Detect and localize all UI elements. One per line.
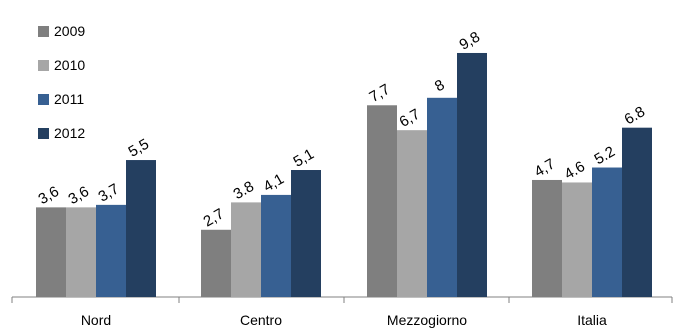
- data-label: 4.6: [561, 158, 588, 183]
- x-tick-label: Mezzogiorno: [387, 312, 467, 328]
- bar-italia-2009: [532, 179, 562, 297]
- bar-italia-2011: [592, 167, 622, 297]
- legend-label: 2010: [54, 57, 86, 73]
- data-label: 5.2: [591, 143, 618, 168]
- data-label: 4,1: [260, 170, 287, 195]
- bar-italia-2010: [562, 182, 592, 297]
- x-tick-label: Nord: [81, 312, 111, 328]
- data-label: 8: [432, 76, 448, 95]
- bar-mezzogiorno-2010: [397, 130, 427, 297]
- bar-nord-2009: [36, 207, 66, 297]
- x-tick-label: Italia: [577, 312, 607, 328]
- x-tick-label: Centro: [240, 312, 282, 328]
- legend-item-2012: 2012: [38, 116, 85, 150]
- bar-centro-2010: [231, 202, 261, 297]
- data-label: 6.8: [621, 103, 648, 128]
- bar-mezzogiorno-2012: [457, 52, 487, 298]
- legend-swatch: [38, 127, 49, 139]
- legend-swatch: [38, 59, 49, 71]
- legend-item-2011: 2011: [38, 82, 85, 116]
- bar-nord-2010: [66, 207, 96, 297]
- data-label: 3,7: [95, 180, 122, 205]
- bar-nord-2011: [96, 204, 126, 297]
- legend-swatch: [38, 25, 49, 37]
- data-label: 3,6: [65, 183, 92, 208]
- data-label: 4,7: [531, 155, 558, 180]
- data-label: 2,7: [200, 205, 227, 230]
- data-label: 9,8: [456, 29, 483, 54]
- legend-swatch: [38, 93, 49, 105]
- data-label: 3,6: [35, 183, 62, 208]
- bar-mezzogiorno-2011: [427, 97, 457, 297]
- legend-item-2010: 2010: [38, 48, 85, 82]
- bar-centro-2012: [291, 170, 321, 297]
- bar-nord-2012: [126, 160, 156, 297]
- data-label: 7,7: [366, 81, 393, 106]
- bar-mezzogiorno-2009: [367, 105, 397, 298]
- bar-centro-2009: [201, 229, 231, 297]
- legend-label: 2012: [54, 125, 86, 141]
- bar-centro-2011: [261, 194, 291, 297]
- bar-italia-2012: [622, 127, 652, 298]
- data-label: 6,7: [396, 106, 423, 131]
- data-label: 5,1: [290, 146, 317, 171]
- legend: 2009 2010 2011 2012: [38, 14, 85, 150]
- data-label: 5,5: [125, 136, 152, 161]
- legend-label: 2009: [54, 23, 86, 39]
- legend-item-2009: 2009: [38, 14, 85, 48]
- data-label: 3.8: [230, 178, 257, 203]
- legend-label: 2011: [54, 91, 85, 107]
